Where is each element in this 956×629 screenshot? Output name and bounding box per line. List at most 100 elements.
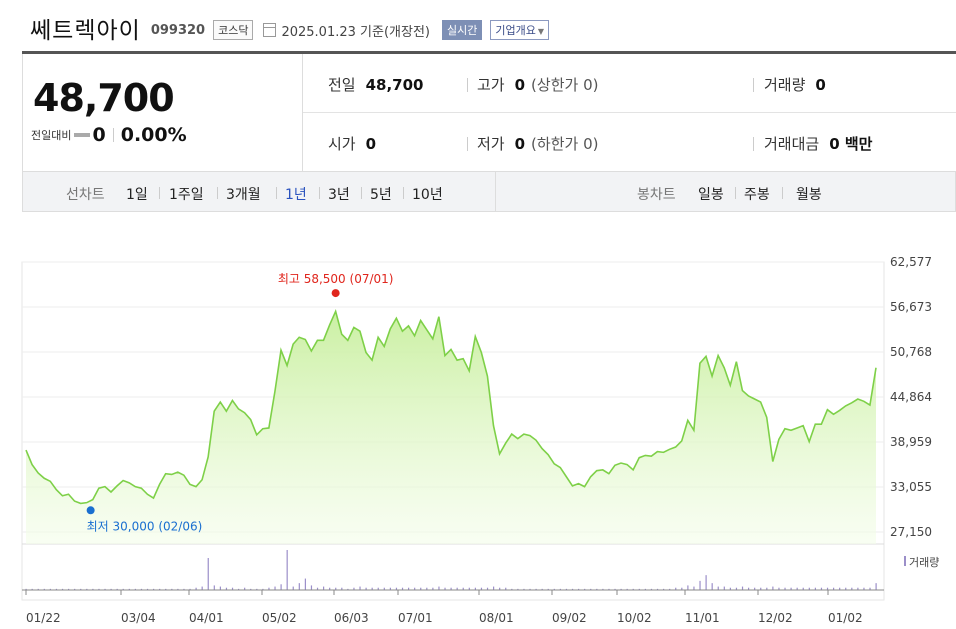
volume-bar <box>717 586 719 590</box>
price-line <box>25 308 877 505</box>
volume-bar <box>61 588 64 590</box>
candle-weekly[interactable]: 주봉 <box>744 187 770 203</box>
y-tick-label: 62,577 <box>890 255 932 269</box>
divider <box>782 187 783 199</box>
volume-bar <box>183 588 185 590</box>
stat-value: 0 <box>815 76 826 94</box>
change-label: 전일대비 <box>31 129 72 142</box>
volume-bar <box>450 587 452 590</box>
company-info-dropdown[interactable]: 기업개요 ▼ <box>490 19 549 40</box>
volume-bar <box>31 588 33 590</box>
volume-bar <box>304 578 306 590</box>
market-badge: 코스닥 <box>213 19 254 40</box>
volume-bar <box>323 586 325 590</box>
volume-bar <box>833 587 835 590</box>
period-10y[interactable]: 10년 <box>412 187 443 203</box>
volume-bar <box>219 586 221 590</box>
volume-bar <box>256 588 258 590</box>
volume-bar <box>529 588 531 590</box>
volume-bar <box>790 587 792 590</box>
y-tick-label: 33,055 <box>890 480 932 494</box>
volume-bar <box>359 586 361 590</box>
y-tick-label: 27,150 <box>890 525 932 539</box>
stat-prev-close: 전일 48,700 <box>328 74 424 95</box>
volume-bar <box>705 575 707 590</box>
volume-bar <box>86 588 88 590</box>
y-tick-label: 50,768 <box>890 345 932 359</box>
volume-bar <box>25 588 27 590</box>
volume-bar <box>420 587 422 590</box>
stock-code: 099320 <box>150 23 206 38</box>
period-3y[interactable]: 3년 <box>328 187 350 203</box>
volume-bar <box>826 587 829 590</box>
volume-bar <box>669 588 671 590</box>
candle-daily[interactable]: 일봉 <box>698 187 724 203</box>
volume-bar <box>614 588 616 590</box>
stat-volume: 거래량 0 <box>764 74 826 95</box>
x-tick-label: 08/01 <box>479 611 514 625</box>
stat-low: 저가 0 (하한가 0) <box>477 133 598 154</box>
volume-bar <box>80 588 82 590</box>
price-chart[interactable]: 62,577 56,673 50,768 44,864 38,959 33,055 27,1… <box>0 212 956 629</box>
divider <box>217 187 218 199</box>
chevron-down-icon: ▼ <box>537 26 544 36</box>
volume-bar <box>371 587 373 590</box>
volume-bar <box>608 588 610 590</box>
price-box: 48,700 전일대비 0 0.00% <box>22 54 303 172</box>
volume-bar <box>37 588 39 590</box>
volume-bar <box>663 588 665 590</box>
period-1w[interactable]: 1주일 <box>169 187 204 203</box>
volume-bar <box>49 588 51 590</box>
calendar-icon <box>263 23 277 37</box>
y-tick-label: 38,959 <box>890 435 932 449</box>
volume-bar <box>644 588 646 590</box>
period-5y[interactable]: 5년 <box>370 187 392 203</box>
volume-bar <box>845 587 847 590</box>
volume-bar <box>748 587 750 590</box>
volume-bar <box>286 550 288 590</box>
stat-value: 0 <box>514 135 526 153</box>
divider <box>159 187 160 199</box>
x-tick-label: 10/02 <box>617 611 652 625</box>
volume-bar <box>820 587 823 590</box>
volume-bar <box>596 588 598 590</box>
x-tick-label: 07/01 <box>398 611 433 625</box>
period-3m[interactable]: 3개월 <box>226 187 261 203</box>
stat-label: 거래대금 <box>764 135 820 153</box>
volume-bar <box>547 588 549 590</box>
volume-bar <box>268 587 270 590</box>
stat-high: 고가 0 (상한가 0) <box>477 74 598 95</box>
volume-bar <box>316 587 319 590</box>
volume-bar <box>177 588 179 590</box>
volume-bar <box>280 584 282 590</box>
divider <box>403 187 404 199</box>
volume-bar <box>456 587 458 590</box>
volume-bar <box>808 587 810 590</box>
volume-bar <box>408 587 410 590</box>
unchanged-icon <box>74 133 91 137</box>
divider <box>753 78 754 92</box>
stat-open: 시가 0 <box>328 133 376 154</box>
candle-monthly[interactable]: 월봉 <box>796 187 822 203</box>
volume-bar <box>499 587 501 590</box>
period-1d[interactable]: 1일 <box>126 187 148 203</box>
volume-bar <box>189 588 191 590</box>
volume-bar <box>159 588 161 590</box>
quote-summary: 48,700 전일대비 0 0.00% 전일 48,700 고가 0 (상한가 … <box>22 54 956 172</box>
volume-bar <box>687 585 689 590</box>
stock-header: 쎄트렉아이 099320 코스닥 2025.01.23 기준(개장전) 실시간 … <box>30 10 549 46</box>
period-1y[interactable]: 1년 <box>285 187 307 203</box>
volume-bar <box>729 587 731 590</box>
divider <box>276 187 277 199</box>
volume-bar <box>711 583 713 590</box>
volume-bar <box>620 588 622 590</box>
volume-legend: 거래량 <box>909 556 939 569</box>
volume-bar <box>55 588 58 590</box>
volume-bar <box>772 586 774 590</box>
volume-bar <box>735 587 738 590</box>
realtime-button[interactable]: 실시간 <box>441 19 483 40</box>
volume-bar <box>602 588 604 590</box>
volume-bar <box>851 587 853 590</box>
volume-bar <box>590 588 592 590</box>
volume-bar <box>438 586 440 590</box>
